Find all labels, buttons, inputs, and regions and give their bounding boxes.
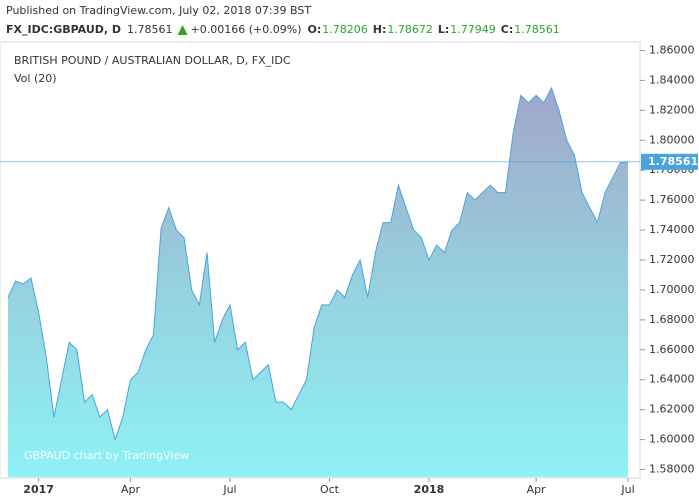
ohlc-value: 1.78561 <box>514 23 560 36</box>
x-tick-label: 2018 <box>414 483 445 496</box>
symbol: FX_IDC:GBPAUD, D <box>6 23 121 36</box>
published: Published on TradingView.com, July 02, 2… <box>6 4 311 17</box>
y-tick-label: 1.82000 <box>649 103 695 116</box>
y-tick-label: 1.74000 <box>649 223 695 236</box>
y-tick-label: 1.58000 <box>649 463 695 476</box>
x-tick-label: Apr <box>527 483 547 496</box>
y-tick-label: 1.66000 <box>649 343 695 356</box>
study-label: Vol (20) <box>14 72 57 85</box>
ohlc-label: H: <box>373 23 387 36</box>
y-tick-label: 1.68000 <box>649 313 695 326</box>
y-tick-label: 1.70000 <box>649 283 695 296</box>
y-tick-label: 1.72000 <box>649 253 695 266</box>
x-tick-label: Jul <box>222 483 236 496</box>
last-price-box <box>641 153 698 170</box>
ohlc-value: 1.77949 <box>450 23 496 36</box>
up-arrow <box>177 25 188 35</box>
change: +0.00166 (+0.09%) <box>191 23 302 36</box>
area-fill <box>8 87 628 478</box>
y-tick-label: 1.62000 <box>649 403 695 416</box>
y-tick-label: 1.86000 <box>649 43 695 56</box>
x-tick-label: Apr <box>121 483 141 496</box>
last-price-label: 1.78561 <box>648 155 698 168</box>
chart-title: BRITISH POUND / AUSTRALIAN DOLLAR, D, FX… <box>14 54 291 67</box>
ohlc-label: L: <box>438 23 449 36</box>
ohlc-label: C: <box>501 23 513 36</box>
ohlc-value: 1.78672 <box>387 23 433 36</box>
y-tick-label: 1.64000 <box>649 373 695 386</box>
ohlc-label: O: <box>308 23 322 36</box>
watermark: GBPAUD chart by TradingView <box>24 449 189 462</box>
y-tick-label: 1.60000 <box>649 433 695 446</box>
price-line <box>7 86 629 442</box>
y-tick-label: 1.80000 <box>649 133 695 146</box>
ohlc-value: 1.78206 <box>322 23 368 36</box>
x-tick-label: 2017 <box>23 483 54 496</box>
y-tick-label: 1.84000 <box>649 73 695 86</box>
x-tick-label: Jul <box>620 483 634 496</box>
last-price: 1.78561 <box>127 23 173 36</box>
header-line: FX_IDC:GBPAUD, D 1.78561 +0.00166 (+0.09… <box>6 23 560 36</box>
x-tick-label: Oct <box>320 483 340 496</box>
y-tick-label: 1.76000 <box>649 193 695 206</box>
